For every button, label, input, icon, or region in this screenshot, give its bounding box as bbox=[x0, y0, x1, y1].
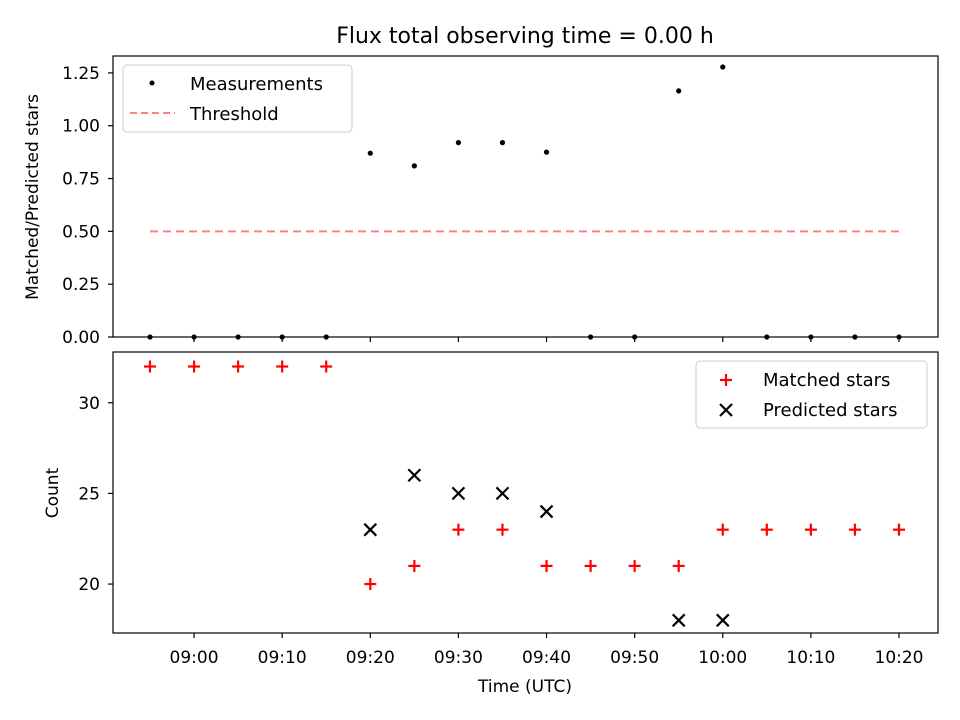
bottom-y-tick-label: 30 bbox=[78, 394, 100, 414]
legend-measurements-label: Measurements bbox=[190, 74, 323, 95]
legend-threshold-label: Threshold bbox=[189, 104, 279, 125]
bottom-legend: Matched stars Predicted stars bbox=[695, 360, 928, 429]
top-y-axis-label: Matched/Predicted stars bbox=[23, 94, 43, 300]
matched-star-point bbox=[188, 360, 201, 373]
predicted-star-point bbox=[715, 613, 730, 628]
bottom-axis-ticks: 20 25 30 09:00 09:10 09:20 09:30 09:40 09:50 10:0… bbox=[78, 394, 923, 668]
x-tick-label: 09:00 bbox=[170, 648, 219, 668]
top-y-tick-label: 1.00 bbox=[62, 117, 100, 137]
matched-star-point bbox=[893, 523, 905, 536]
matched-star-point bbox=[848, 523, 861, 536]
x-tick-label: 09:50 bbox=[610, 648, 659, 668]
x-tick-label: 09:10 bbox=[258, 648, 307, 668]
matched-star-point bbox=[628, 559, 641, 572]
predicted-star-point bbox=[671, 613, 686, 628]
top-y-tick-label: 0.50 bbox=[62, 222, 100, 242]
x-tick-label: 10:20 bbox=[875, 648, 924, 668]
measurement-point bbox=[411, 163, 417, 169]
top-y-tick-label: 1.25 bbox=[62, 64, 100, 84]
measurement-point bbox=[367, 150, 373, 156]
top-panel: 0.00 0.25 0.50 0.75 1.00 1.25 Matched/Predict… bbox=[23, 55, 939, 348]
predicted-star-point bbox=[495, 486, 510, 501]
predicted-star-point bbox=[363, 522, 378, 537]
top-y-tick-label: 0.25 bbox=[62, 275, 100, 295]
matched-star-point bbox=[320, 360, 333, 373]
measurement-point bbox=[543, 149, 550, 155]
matched-star-point bbox=[716, 523, 729, 536]
matched-star-point bbox=[144, 360, 156, 373]
matched-star-point bbox=[364, 578, 377, 591]
measurement-point bbox=[499, 140, 506, 146]
bottom-y-axis-label: Count bbox=[43, 467, 63, 518]
matched-star-point bbox=[452, 523, 465, 536]
top-legend: Measurements Threshold bbox=[122, 64, 353, 133]
x-tick-label: 09:20 bbox=[346, 648, 395, 668]
predicted-star-point bbox=[407, 468, 422, 483]
matched-star-point bbox=[408, 559, 421, 572]
matched-star-point bbox=[804, 523, 817, 536]
top-axes-frame bbox=[112, 55, 939, 338]
legend-predicted-marker bbox=[719, 403, 733, 417]
measurement-point bbox=[676, 88, 682, 94]
bottom-y-tick-label: 20 bbox=[78, 575, 100, 595]
matched-star-point bbox=[672, 559, 685, 572]
matched-star-point bbox=[232, 360, 245, 373]
matched-star-point bbox=[584, 559, 597, 572]
matched-star-point bbox=[760, 523, 773, 536]
top-plot-marks bbox=[147, 64, 902, 340]
bottom-axes-frame bbox=[112, 351, 939, 634]
measurement-point bbox=[455, 140, 462, 146]
matched-star-point bbox=[276, 360, 289, 373]
bottom-legend-box bbox=[695, 360, 928, 429]
legend-measurements-marker bbox=[149, 80, 155, 86]
x-tick-label: 09:40 bbox=[522, 648, 571, 668]
x-tick-label: 10:00 bbox=[698, 648, 747, 668]
x-tick-label: 09:30 bbox=[434, 648, 483, 668]
top-legend-box bbox=[122, 64, 353, 133]
predicted-star-point bbox=[451, 486, 466, 501]
legend-matched-marker bbox=[720, 374, 732, 386]
predicted-star-point bbox=[539, 504, 554, 519]
x-tick-label: 10:10 bbox=[786, 648, 835, 668]
legend-predicted-label: Predicted stars bbox=[763, 400, 897, 421]
matched-star-point bbox=[496, 523, 509, 536]
x-axis-label: Time (UTC) bbox=[477, 677, 572, 697]
bottom-panel: 20 25 30 09:00 09:10 09:20 09:30 09:40 09:50 10:0… bbox=[43, 351, 939, 697]
top-y-tick-label: 0.75 bbox=[62, 170, 100, 190]
chart-title: Flux total observing time = 0.00 h bbox=[336, 24, 714, 49]
top-axis-ticks: 0.00 0.25 0.50 0.75 1.00 1.25 bbox=[62, 64, 900, 348]
bottom-plot-marks bbox=[144, 360, 905, 628]
measurement-point bbox=[720, 64, 726, 70]
legend-matched-label: Matched stars bbox=[763, 370, 890, 391]
top-y-tick-label: 0.00 bbox=[62, 328, 100, 348]
matched-star-point bbox=[540, 559, 553, 572]
bottom-y-tick-label: 25 bbox=[78, 484, 100, 504]
